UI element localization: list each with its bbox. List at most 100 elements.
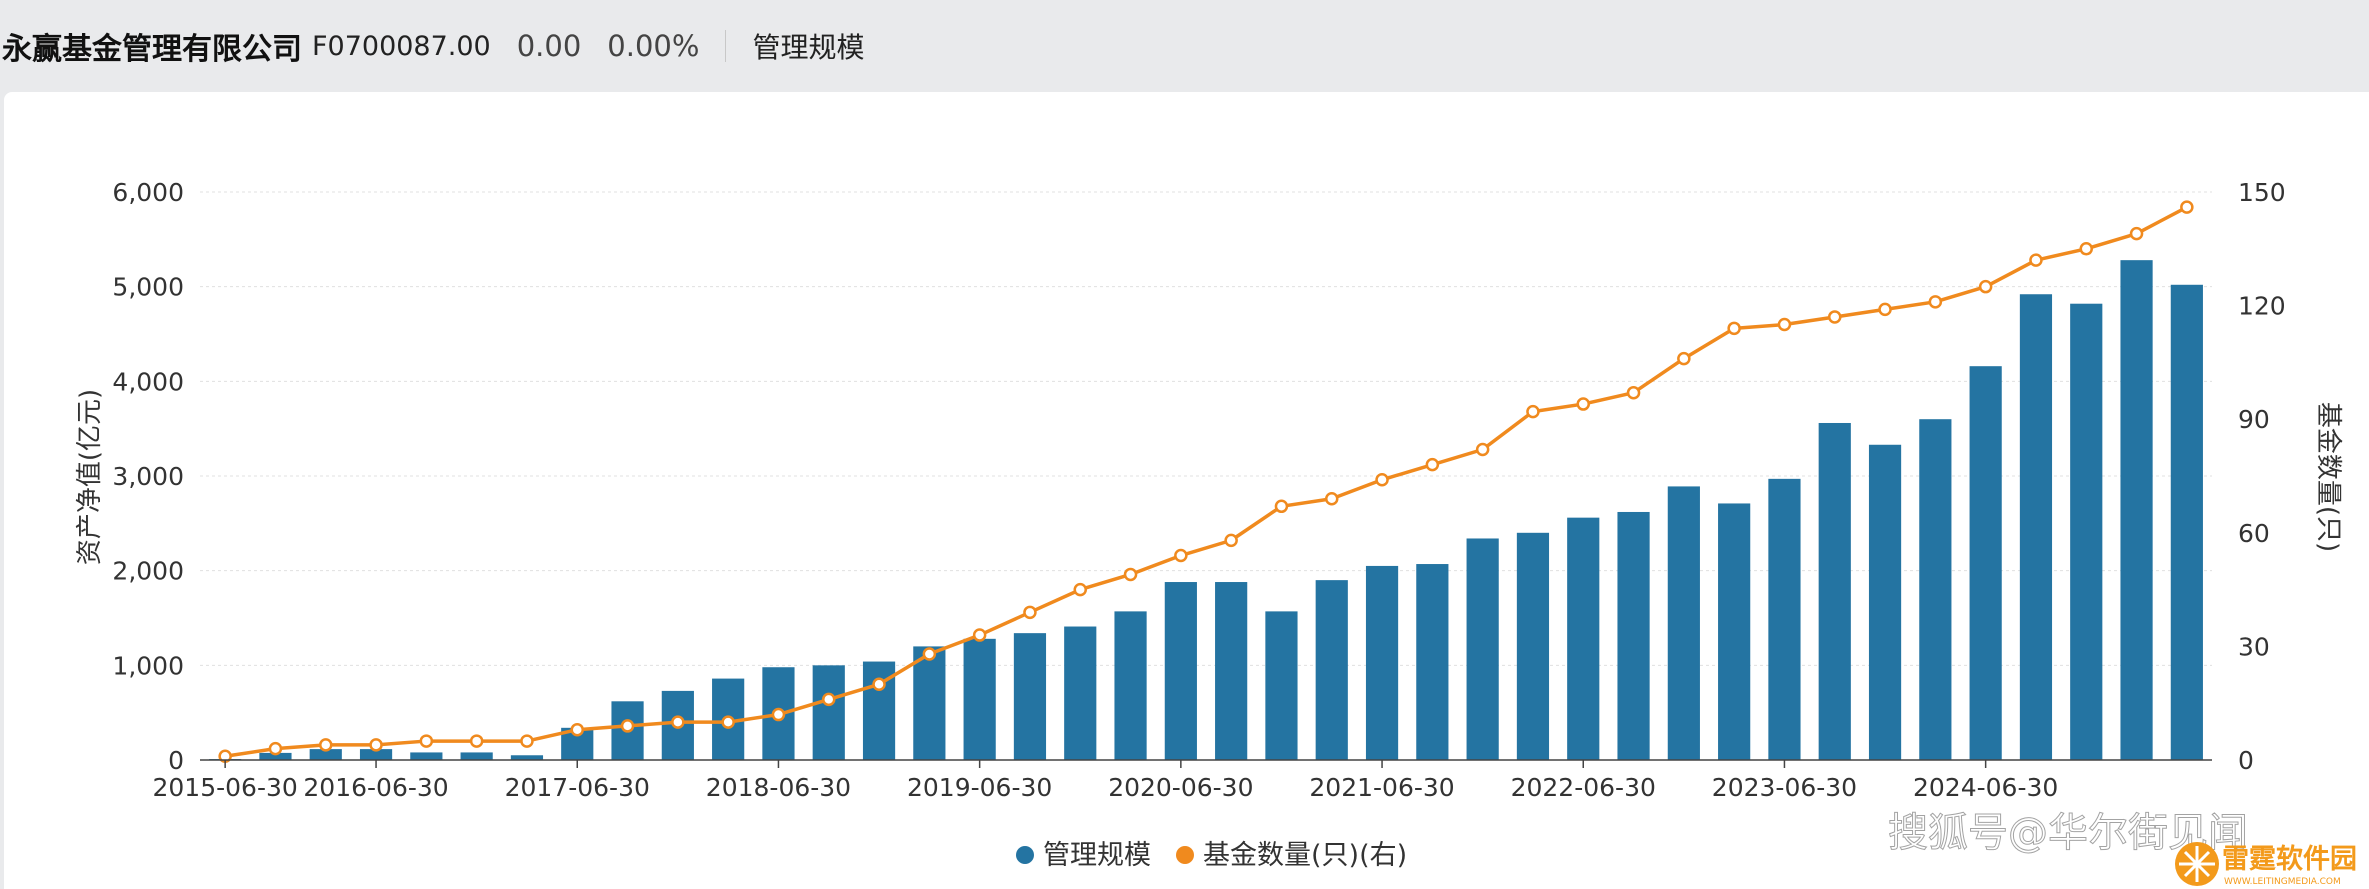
- bar-2021-12-31[interactable]: [1466, 538, 1499, 760]
- y2-tick-label: 90: [2238, 405, 2270, 434]
- bar-2024-09-30[interactable]: [2019, 294, 2053, 760]
- point-2022-09-30[interactable]: [1626, 385, 1641, 400]
- y2-tick-label: 0: [2238, 746, 2254, 775]
- bar-2023-03-31[interactable]: [1718, 503, 1751, 760]
- bar-2019-09-30[interactable]: [1013, 633, 1047, 760]
- point-2020-09-30[interactable]: [1224, 533, 1238, 548]
- point-2021-09-30[interactable]: [1425, 457, 1440, 472]
- point-2019-09-30[interactable]: [1023, 605, 1037, 620]
- x-tick-label: 2020-06-30: [1108, 773, 1253, 802]
- bar-2020-06-30[interactable]: [1164, 582, 1197, 760]
- point-2023-03-31[interactable]: [1727, 321, 1741, 336]
- point-2018-06-30[interactable]: [771, 707, 786, 722]
- point-2021-06-30[interactable]: [1375, 473, 1389, 487]
- point-2016-12-31[interactable]: [469, 734, 484, 748]
- point-2022-03-31[interactable]: [1526, 404, 1540, 419]
- point-2018-03-31[interactable]: [721, 715, 735, 729]
- bar-2016-06-30[interactable]: [359, 749, 393, 760]
- point-2025-03-31[interactable]: [2129, 226, 2144, 241]
- point-2019-12-31[interactable]: [1073, 582, 1087, 597]
- point-2024-03-31[interactable]: [1928, 295, 1943, 309]
- legend: 管理规模 基金数量(只)(右): [1016, 840, 1407, 871]
- x-tick-label: 2021-06-30: [1309, 773, 1454, 802]
- bar-2024-03-31[interactable]: [1919, 419, 1952, 760]
- point-2016-06-30[interactable]: [369, 738, 383, 752]
- bar-2016-03-31[interactable]: [309, 749, 342, 760]
- y2-tick-label: 120: [2238, 292, 2286, 321]
- fund-count-line: [224, 205, 2188, 758]
- point-2021-03-31[interactable]: [1325, 491, 1339, 506]
- bar-2019-03-31[interactable]: [913, 646, 946, 760]
- point-2020-12-31[interactable]: [1274, 499, 1289, 514]
- x-tick-label: 2022-06-30: [1511, 773, 1656, 802]
- legend-bar-label[interactable]: 管理规模: [1043, 840, 1151, 871]
- point-2024-09-30[interactable]: [2029, 253, 2043, 267]
- point-2025-06-30[interactable]: [2180, 200, 2194, 214]
- point-2022-12-31[interactable]: [1677, 351, 1691, 366]
- bar-2021-03-31[interactable]: [1315, 580, 1348, 760]
- bar-2024-12-31[interactable]: [2070, 303, 2103, 760]
- bar-2019-06-30[interactable]: [963, 638, 996, 760]
- bar-2018-09-30[interactable]: [812, 665, 845, 760]
- bar-2021-06-30[interactable]: [1365, 565, 1399, 760]
- point-2017-09-30[interactable]: [620, 719, 635, 733]
- y2-tick-label: 60: [2238, 519, 2270, 548]
- bar-2016-09-30[interactable]: [410, 752, 443, 760]
- bar-2015-12-31[interactable]: [259, 752, 292, 760]
- point-2016-03-31[interactable]: [319, 738, 333, 752]
- point-2017-06-30[interactable]: [570, 722, 584, 737]
- point-2016-09-30[interactable]: [419, 734, 434, 748]
- point-2020-06-30[interactable]: [1174, 548, 1188, 563]
- x-tick-label: 2018-06-30: [706, 773, 851, 802]
- point-2023-12-31[interactable]: [1878, 302, 1892, 317]
- point-2017-12-31[interactable]: [671, 715, 685, 729]
- point-2018-09-30[interactable]: [822, 692, 836, 707]
- bar-2021-09-30[interactable]: [1416, 564, 1449, 760]
- bar-2016-12-31[interactable]: [460, 752, 493, 760]
- bar-2024-06-30[interactable]: [1969, 366, 2002, 760]
- point-2024-12-31[interactable]: [2079, 242, 2093, 256]
- bar-2023-06-30[interactable]: [1768, 478, 1801, 760]
- point-2020-03-31[interactable]: [1123, 567, 1138, 582]
- point-2023-09-30[interactable]: [1828, 310, 1842, 324]
- bar-2023-09-30[interactable]: [1818, 422, 1851, 760]
- point-2023-06-30[interactable]: [1777, 317, 1792, 332]
- point-2021-12-31[interactable]: [1475, 442, 1490, 457]
- bar-2017-03-31[interactable]: [510, 755, 544, 760]
- point-2024-06-30[interactable]: [1978, 279, 1993, 294]
- site-name: 雷霆软件园: [2222, 844, 2357, 875]
- bar-2022-06-30[interactable]: [1567, 517, 1600, 760]
- y2-axis-label: 基金数量(只): [2313, 402, 2343, 552]
- legend-bar-marker[interactable]: [1016, 846, 1034, 864]
- point-2019-03-31[interactable]: [922, 647, 937, 661]
- legend-line-label[interactable]: 基金数量(只)(右): [1203, 840, 1407, 871]
- y-axis-label: 资产净值(亿元): [75, 389, 105, 565]
- change-percent: 0.00%: [607, 29, 700, 63]
- fund-name: 永赢基金管理有限公司: [2, 32, 302, 67]
- point-2017-03-31[interactable]: [520, 734, 534, 748]
- y-tick-label: 0: [168, 746, 184, 775]
- bar-2023-12-31[interactable]: [1868, 444, 1902, 760]
- legend-line-marker[interactable]: [1176, 846, 1194, 864]
- bar-2022-09-30[interactable]: [1617, 511, 1650, 760]
- change-value: 0.00: [516, 29, 582, 63]
- bar-2020-03-31[interactable]: [1114, 611, 1147, 760]
- bar-2022-03-31[interactable]: [1516, 532, 1550, 760]
- y-tick-label: 3,000: [112, 462, 184, 491]
- bar-2025-03-31[interactable]: [2120, 260, 2153, 760]
- bar-2019-12-31[interactable]: [1064, 626, 1097, 760]
- point-2022-06-30[interactable]: [1576, 397, 1590, 411]
- bar-2022-12-31[interactable]: [1667, 486, 1700, 760]
- point-2018-12-31[interactable]: [872, 677, 886, 692]
- point-2019-06-30[interactable]: [972, 628, 987, 642]
- y2-tick-label: 30: [2238, 632, 2270, 661]
- tab-management-scale[interactable]: 管理规模: [752, 31, 865, 64]
- bar-2020-12-31[interactable]: [1265, 611, 1298, 760]
- point-2015-12-31[interactable]: [268, 741, 283, 756]
- y-tick-label: 6,000: [112, 178, 184, 207]
- header-bar: 永赢基金管理有限公司 F0700087.00 0.00 0.00% 管理规模: [0, 0, 2369, 92]
- bar-2025-06-30[interactable]: [2170, 284, 2203, 760]
- y-tick-label: 2,000: [112, 557, 184, 586]
- bar-2020-09-30[interactable]: [1215, 582, 1248, 760]
